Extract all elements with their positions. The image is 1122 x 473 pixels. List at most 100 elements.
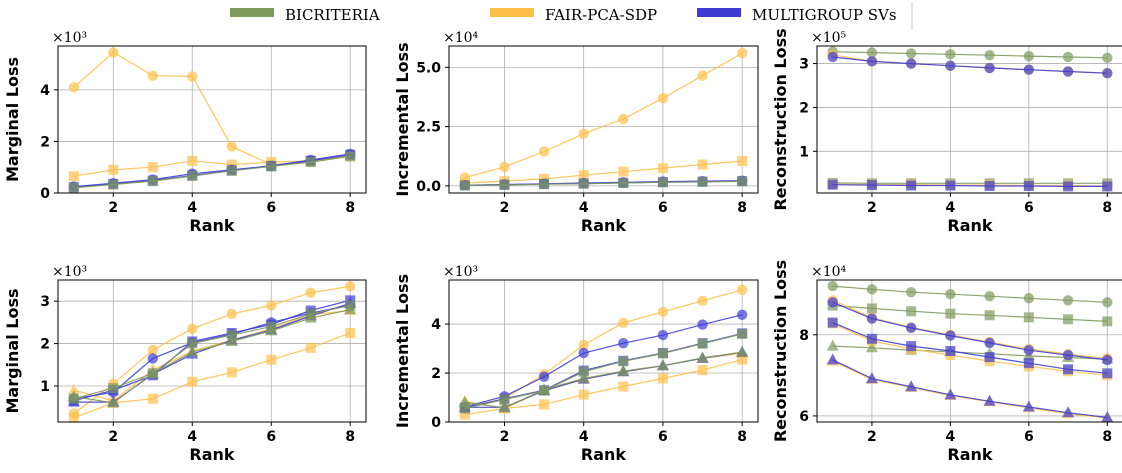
series-line	[832, 299, 1108, 359]
y-axis-label: Incremental Loss	[393, 42, 412, 196]
x-axis-label: Rank	[581, 216, 627, 235]
data-point	[618, 178, 629, 189]
x-tick-label: 2	[500, 200, 510, 216]
data-point	[697, 338, 708, 349]
y-multiplier: ×10³	[52, 264, 87, 280]
y-multiplier: ×10³	[52, 30, 87, 46]
data-point	[1062, 295, 1074, 306]
data-point	[945, 289, 956, 300]
series-line	[464, 160, 743, 184]
data-point	[826, 353, 839, 365]
data-point	[147, 353, 158, 364]
data-point	[736, 47, 748, 59]
series-line	[832, 56, 1108, 74]
data-point	[1102, 52, 1113, 64]
chart-panel: 2 4 6 8 0 2 4 ×10³ Rank Incremental Loss	[393, 264, 759, 464]
data-point	[1063, 181, 1074, 192]
data-point	[866, 180, 877, 191]
legend-entry: MULTIGROUP SVs	[697, 6, 897, 24]
data-point	[866, 47, 878, 58]
data-point	[865, 372, 878, 384]
data-point	[67, 383, 80, 395]
data-point	[1023, 293, 1035, 304]
series-line	[73, 285, 351, 414]
y-tick-label: 4	[431, 317, 441, 333]
data-point	[187, 71, 198, 82]
x-tick-label: 6	[266, 429, 276, 445]
data-point	[657, 92, 669, 104]
y-tick-label: 2	[40, 134, 50, 150]
data-point	[305, 342, 316, 353]
y-tick-label: 1	[799, 144, 809, 160]
data-point	[225, 334, 238, 346]
series-line	[73, 309, 351, 402]
data-point	[539, 385, 550, 396]
data-point	[826, 339, 839, 351]
x-tick-label: 2	[867, 429, 877, 445]
x-tick-label: 6	[1024, 429, 1034, 445]
data-point	[1063, 364, 1074, 375]
x-tick-label: 2	[867, 200, 877, 216]
data-point	[1101, 411, 1114, 423]
y-tick-label: 2	[40, 337, 50, 353]
data-point	[578, 170, 589, 181]
data-point	[305, 157, 316, 168]
data-point	[345, 151, 356, 162]
data-point	[696, 351, 709, 363]
data-point	[187, 338, 198, 349]
data-point	[1062, 406, 1075, 418]
y-axis-label: Reconstruction Loss	[771, 28, 790, 210]
data-point	[186, 345, 199, 357]
data-point	[538, 371, 550, 382]
data-point	[147, 393, 158, 404]
data-point	[1063, 314, 1074, 325]
x-axis-label: Rank	[947, 216, 993, 235]
data-point	[827, 297, 838, 308]
data-point	[498, 401, 511, 413]
x-tick-label: 2	[500, 429, 510, 445]
data-point	[866, 313, 878, 324]
series-line	[464, 359, 743, 416]
data-point	[737, 354, 748, 365]
data-point	[459, 403, 470, 414]
data-point	[945, 60, 956, 71]
series-line	[73, 304, 351, 400]
y-tick-label: 2	[431, 366, 441, 382]
y-tick-label: 0	[431, 415, 441, 431]
data-point	[945, 49, 956, 60]
plot-frame	[816, 45, 1122, 194]
data-point	[1023, 312, 1034, 323]
data-point	[618, 166, 629, 177]
data-point	[736, 284, 748, 295]
data-point	[1023, 64, 1035, 75]
data-point	[657, 348, 668, 359]
x-tick-label: 2	[108, 200, 118, 216]
x-tick-label: 6	[1024, 200, 1034, 216]
series-line	[73, 51, 351, 166]
data-point	[866, 303, 877, 314]
data-point	[539, 399, 550, 410]
data-point	[1102, 368, 1113, 379]
series-group	[459, 47, 748, 191]
x-tick-label: 4	[187, 200, 197, 216]
data-point	[345, 281, 356, 292]
data-point	[226, 367, 237, 378]
data-point	[697, 295, 708, 307]
data-point	[577, 371, 590, 383]
data-point	[697, 365, 708, 376]
data-point	[657, 163, 668, 174]
y-multiplier: ×10³	[443, 264, 478, 280]
data-point	[108, 179, 119, 190]
series-line	[832, 359, 1108, 419]
plot-frame	[448, 279, 759, 423]
data-point	[617, 364, 630, 376]
data-point	[266, 161, 277, 172]
data-point	[147, 176, 158, 187]
data-point	[1102, 181, 1113, 192]
series-line	[832, 285, 1108, 303]
series-line	[832, 345, 1108, 360]
y-axis-label: Marginal Loss	[3, 288, 22, 413]
data-point	[499, 161, 510, 173]
data-point	[499, 394, 510, 405]
